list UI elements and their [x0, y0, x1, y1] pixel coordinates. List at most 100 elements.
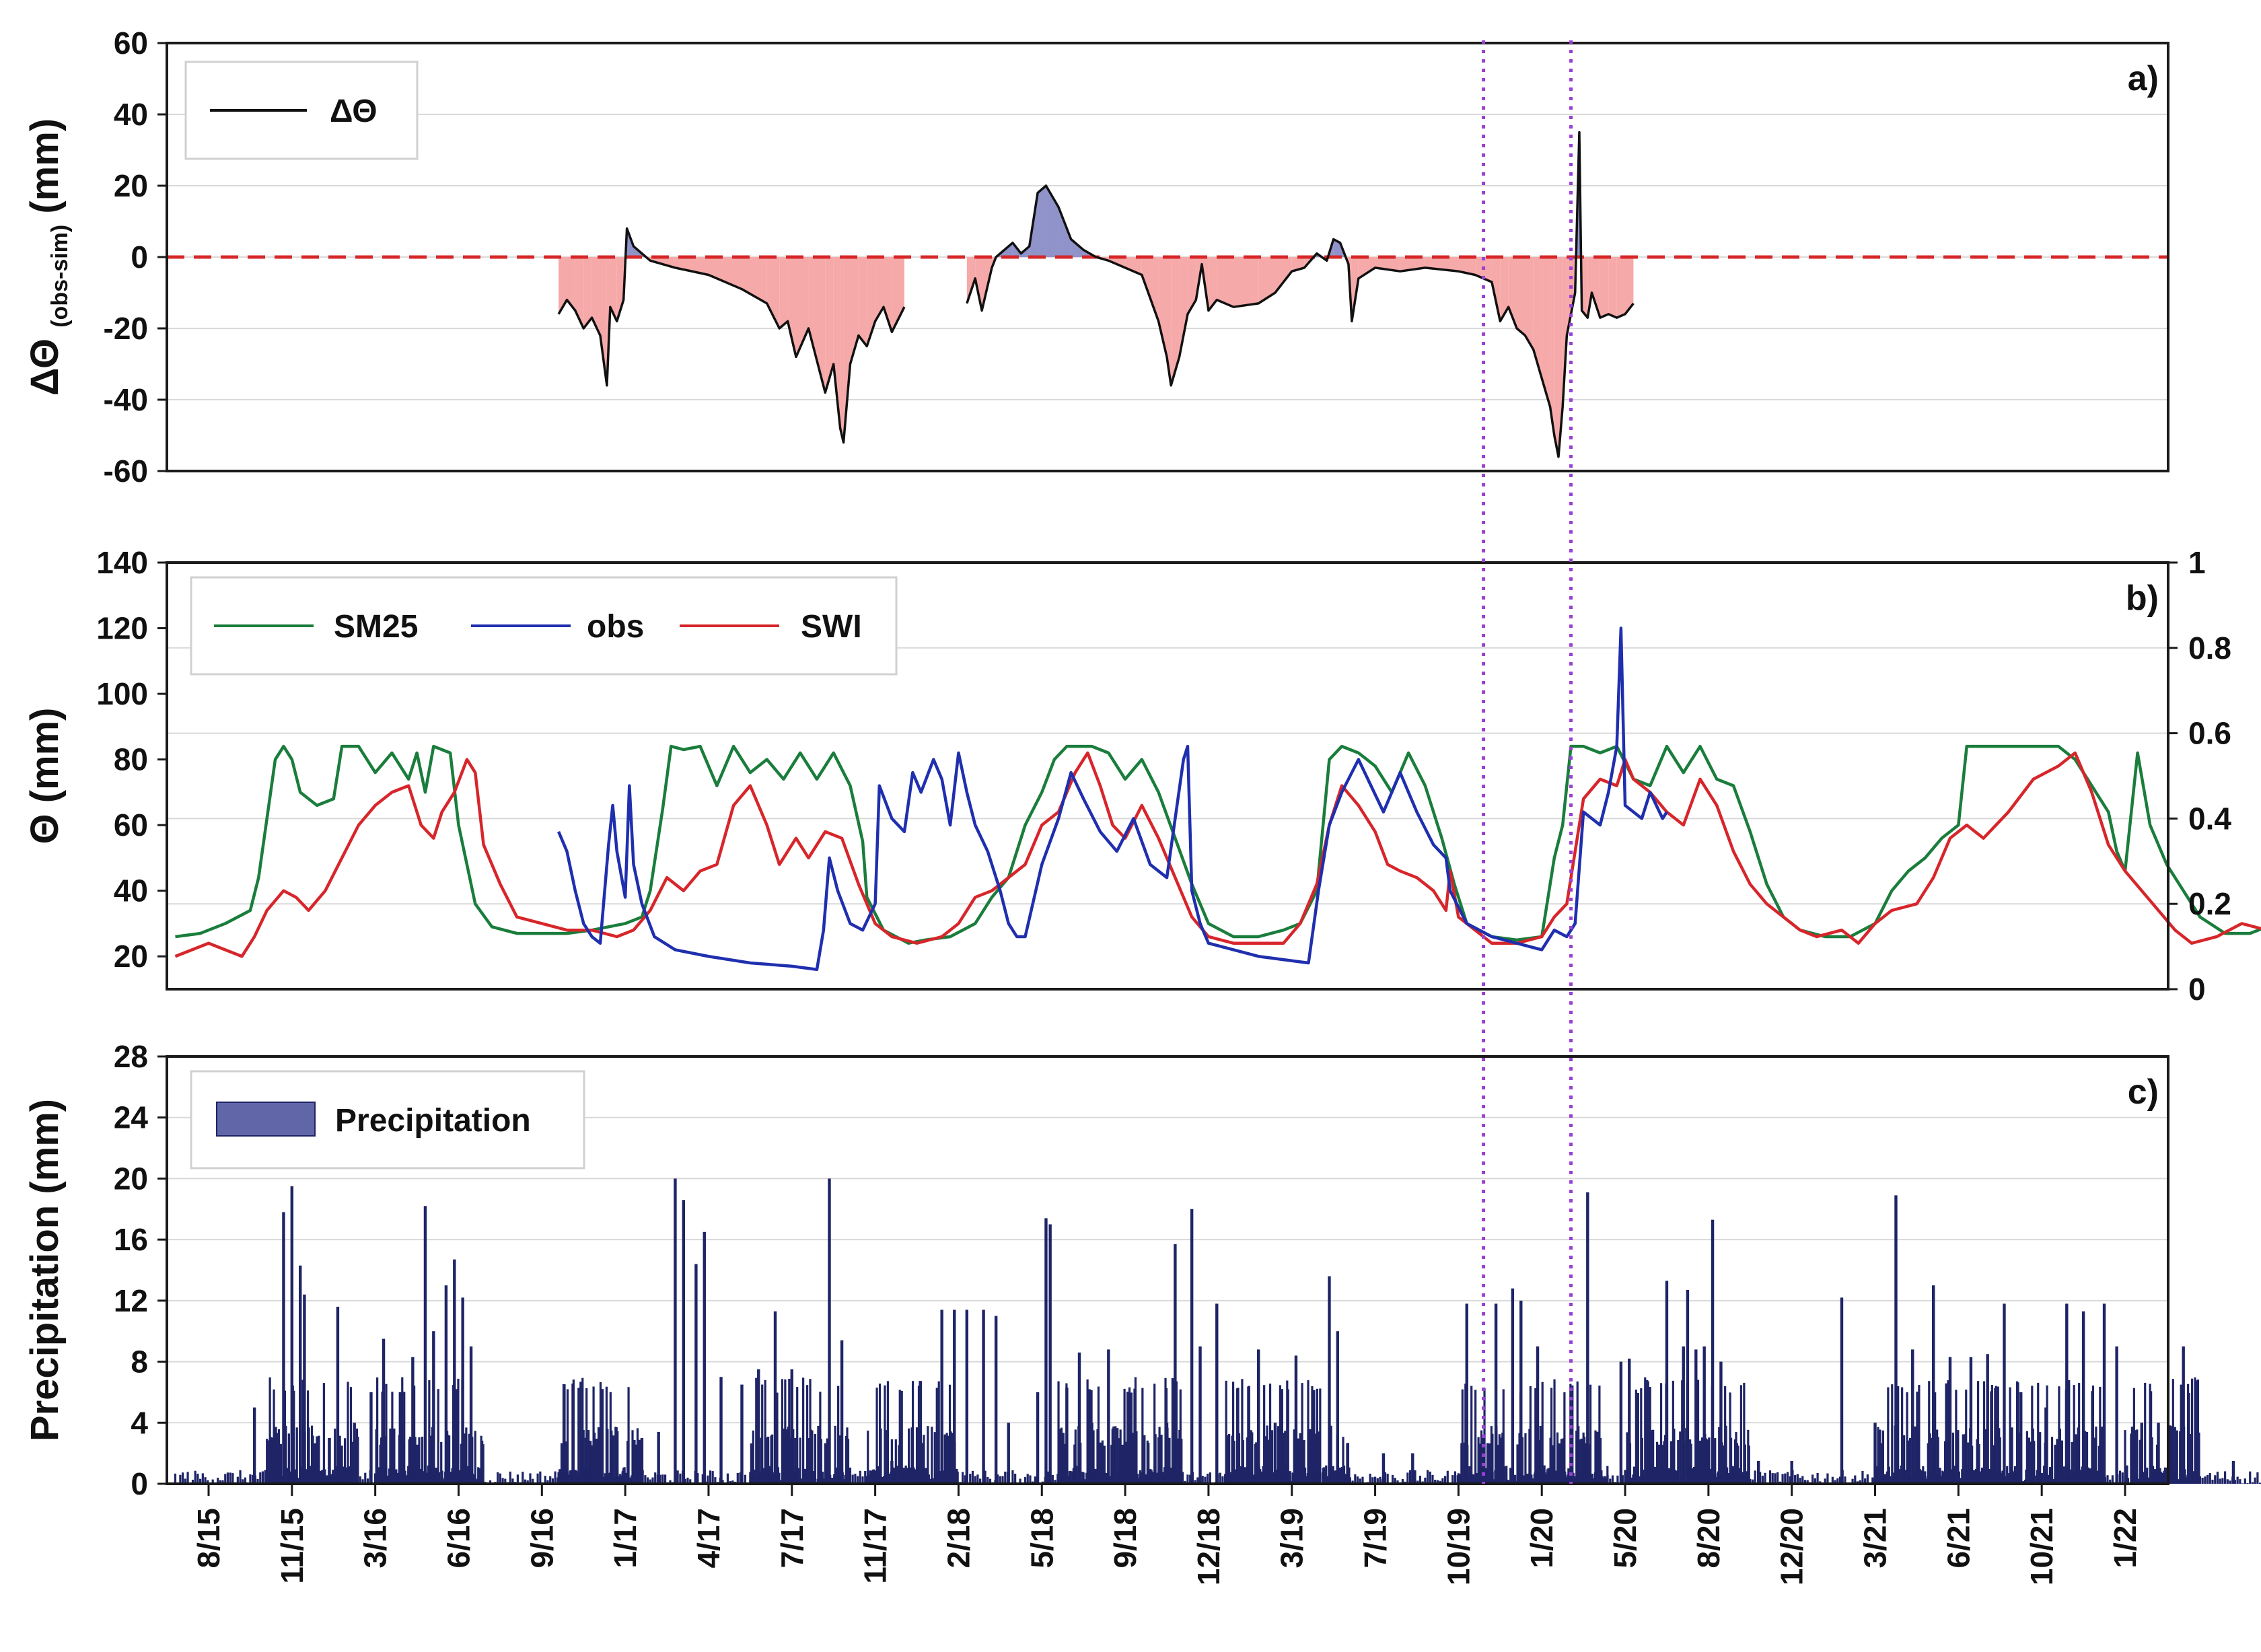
precipitation-bar [1077, 1352, 1081, 1484]
precipitation-bar [2147, 1477, 2149, 1484]
precipitation-bar [1698, 1440, 1702, 1484]
precipitation-bar [1165, 1423, 1169, 1484]
precipitation-bar [689, 1479, 692, 1484]
precipitation-bar [1524, 1433, 1527, 1484]
precipitation-bar [1768, 1470, 1772, 1484]
precipitation-bar [1242, 1474, 1244, 1484]
precipitation-bar [1918, 1479, 1921, 1484]
x-tick-label: 11/17 [858, 1508, 893, 1584]
precipitation-bar [2136, 1429, 2139, 1484]
precipitation-bar [1411, 1453, 1414, 1484]
precipitation-bar [1561, 1471, 1564, 1484]
precipitation-bar [2025, 1431, 2028, 1484]
precipitation-bar [1476, 1473, 1479, 1484]
precipitation-bar [1321, 1472, 1324, 1484]
precipitation-bar [1246, 1472, 1249, 1484]
x-tick-label: 2/18 [941, 1508, 976, 1569]
precipitation-bar [1219, 1472, 1221, 1484]
precipitation-bar [1102, 1480, 1104, 1484]
precipitation-bar [421, 1437, 424, 1484]
precipitation-bar [764, 1379, 766, 1484]
precipitation-bar [1739, 1385, 1743, 1484]
precipitation-bar [816, 1478, 819, 1484]
precipitation-bar [921, 1476, 924, 1484]
precipitation-bar [1694, 1349, 1698, 1484]
precipitation-bar [1871, 1477, 1874, 1484]
precipitation-bar [252, 1474, 254, 1484]
precipitation-bar [953, 1309, 956, 1484]
precipitation-bar [2093, 1477, 2097, 1484]
precipitation-bar [924, 1480, 927, 1484]
precipitation-bar [395, 1469, 398, 1484]
precipitation-bar [536, 1473, 539, 1484]
precipitation-bar [814, 1478, 817, 1484]
precipitation-bar [1967, 1442, 1970, 1484]
negative-difference-area [1171, 257, 1180, 386]
precipitation-bar [308, 1427, 310, 1484]
precipitation-bar [244, 1477, 247, 1484]
precipitation-bar [1096, 1478, 1099, 1484]
precipitation-bar [1801, 1476, 1804, 1484]
precipitation-bar [1655, 1441, 1659, 1484]
precipitation-bar [1254, 1477, 1256, 1484]
precipitation-bar [1824, 1478, 1826, 1484]
precipitation-bar [857, 1476, 859, 1484]
precipitation-bar [2126, 1479, 2129, 1484]
x-tick-label: 1/22 [2108, 1508, 2143, 1569]
precipitation-bar [1937, 1437, 1939, 1484]
precipitation-bar [1707, 1475, 1709, 1484]
precipitation-bar [1279, 1385, 1282, 1484]
precipitation-bar [1761, 1475, 1764, 1484]
precipitation-bar [1478, 1479, 1482, 1484]
precipitation-bar [2201, 1478, 2204, 1484]
precipitation-bar [1708, 1437, 1711, 1484]
precipitation-bar [1093, 1476, 1097, 1484]
precipitation-bar [340, 1445, 343, 1484]
precipitation-bar [1826, 1473, 1829, 1484]
precipitation-bar [1984, 1429, 1986, 1484]
precipitation-bar [309, 1472, 312, 1484]
precipitation-bar [338, 1435, 341, 1484]
precipitation-bar [802, 1377, 805, 1484]
precipitation-bar [1503, 1466, 1506, 1484]
precipitation-bar [418, 1437, 421, 1484]
precipitation-bar [1606, 1474, 1609, 1484]
precipitation-bar [2144, 1382, 2147, 1484]
precipitation-bar [1488, 1443, 1491, 1484]
negative-difference-area [567, 257, 575, 311]
precipitation-bar [1702, 1346, 1706, 1484]
precipitation-bar [1934, 1476, 1937, 1484]
precipitation-bar [2131, 1472, 2134, 1484]
precipitation-bar [2174, 1427, 2176, 1484]
precipitation-bar [409, 1470, 412, 1484]
precipitation-bar [1976, 1480, 1979, 1484]
precipitation-bar [676, 1470, 679, 1484]
precipitation-bar [577, 1388, 580, 1484]
precipitation-bar [2179, 1480, 2182, 1484]
precipitation-bar [1429, 1471, 1431, 1484]
y2-tick-label: 0.8 [2188, 631, 2231, 666]
precipitation-bar [2169, 1471, 2172, 1484]
precipitation-bar [463, 1433, 466, 1484]
precipitation-bar [976, 1474, 979, 1484]
precipitation-bar [1477, 1437, 1480, 1484]
precipitation-bar [567, 1472, 569, 1484]
precipitation-bar [471, 1473, 474, 1484]
precipitation-bar [2233, 1480, 2237, 1484]
precipitation-bar [1621, 1475, 1624, 1484]
precipitation-bar [287, 1480, 289, 1484]
precipitation-bar [931, 1478, 934, 1484]
precipitation-bar [659, 1474, 661, 1484]
precipitation-bar [554, 1471, 557, 1484]
precipitation-bar [2078, 1383, 2081, 1484]
precipitation-bar [2194, 1380, 2198, 1484]
precipitation-bar [1984, 1473, 1986, 1484]
precipitation-bar [627, 1387, 630, 1484]
precipitation-bar [435, 1468, 437, 1484]
precipitation-bar [2041, 1472, 2044, 1484]
precipitation-bar [1560, 1439, 1563, 1484]
precipitation-bar [2157, 1423, 2160, 1484]
precipitation-bar [1844, 1476, 1846, 1484]
precipitation-bar [444, 1285, 448, 1484]
precipitation-bar [271, 1474, 274, 1484]
